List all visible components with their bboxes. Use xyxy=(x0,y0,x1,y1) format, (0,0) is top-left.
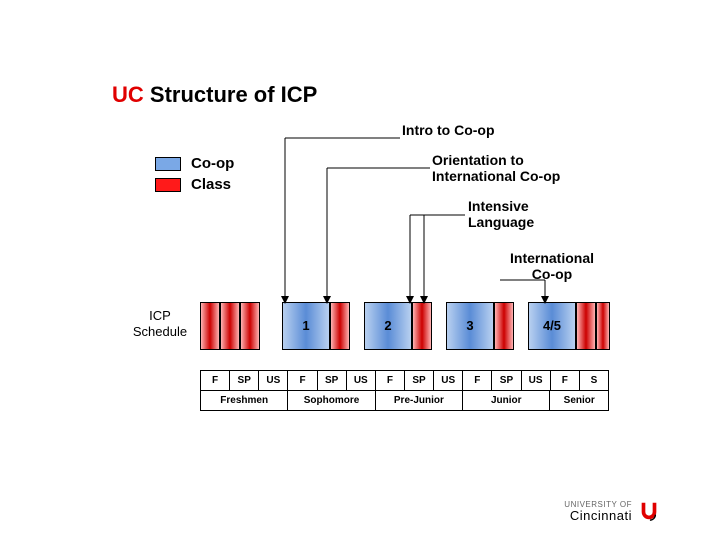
legend: Co-op Class xyxy=(155,155,234,197)
legend-coop-label: Co-op xyxy=(191,155,234,172)
block-label: 4/5 xyxy=(529,318,575,333)
term-cell: US xyxy=(434,371,463,390)
term-cell: S xyxy=(580,371,609,390)
legend-class-swatch xyxy=(155,178,181,192)
title-part2: Structure of ICP xyxy=(144,82,318,107)
class-block xyxy=(330,302,350,350)
coop-block: 4/5 xyxy=(528,302,576,350)
arrow-overlay xyxy=(0,0,720,540)
schedule-blocks: 1 2 3 4/5 xyxy=(200,302,610,350)
class-block xyxy=(200,302,220,350)
class-block xyxy=(596,302,610,350)
coop-block: 3 xyxy=(446,302,494,350)
term-cell: SP xyxy=(405,371,434,390)
term-cell: US xyxy=(259,371,288,390)
year-grid: FreshmenSophomorePre-JuniorJuniorSenior xyxy=(200,391,609,411)
term-cell: SP xyxy=(230,371,259,390)
coop-block: 2 xyxy=(364,302,412,350)
term-cell: SP xyxy=(318,371,347,390)
term-cell: F xyxy=(201,371,230,390)
callout-international-coop: International Co-op xyxy=(510,250,594,282)
block-label: 2 xyxy=(365,318,411,333)
term-cell: US xyxy=(522,371,551,390)
term-cell: F xyxy=(288,371,317,390)
year-cell: Freshmen xyxy=(201,391,288,410)
legend-class-label: Class xyxy=(191,176,231,193)
slide-title: UC Structure of ICP xyxy=(112,82,317,108)
class-block xyxy=(494,302,514,350)
icp-schedule-label: ICP Schedule xyxy=(125,308,195,339)
term-cell: F xyxy=(551,371,580,390)
year-cell: Junior xyxy=(463,391,550,410)
legend-class: Class xyxy=(155,176,234,193)
coop-block: 1 xyxy=(282,302,330,350)
uc-logo-icon xyxy=(638,500,660,522)
year-cell: Pre-Junior xyxy=(376,391,463,410)
block-label: 1 xyxy=(283,318,329,333)
year-cell: Sophomore xyxy=(288,391,375,410)
footer-brand: Cincinnati xyxy=(568,509,632,522)
title-part1: UC xyxy=(112,82,144,107)
class-block xyxy=(576,302,596,350)
term-cell: F xyxy=(376,371,405,390)
callout-intro: Intro to Co-op xyxy=(402,122,495,138)
legend-coop: Co-op xyxy=(155,155,234,172)
legend-coop-swatch xyxy=(155,157,181,171)
class-block xyxy=(240,302,260,350)
term-cell: F xyxy=(463,371,492,390)
footer-logo-area: UNIVERSITY OF Cincinnati xyxy=(564,500,660,522)
term-cell: SP xyxy=(492,371,521,390)
class-block xyxy=(412,302,432,350)
year-cell: Senior xyxy=(550,391,609,410)
class-block xyxy=(220,302,240,350)
callout-orientation: Orientation to International Co-op xyxy=(432,152,560,184)
callout-intensive: Intensive Language xyxy=(468,198,534,230)
term-cell: US xyxy=(347,371,376,390)
term-grid: FSPUSFSPUSFSPUSFSPUSFS xyxy=(200,370,609,391)
block-label: 3 xyxy=(447,318,493,333)
